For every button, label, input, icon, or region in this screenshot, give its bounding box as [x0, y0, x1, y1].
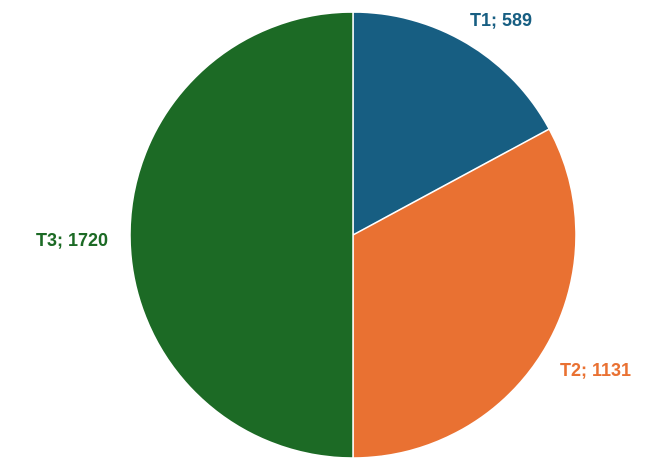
pie-slice-t2: [352, 128, 577, 459]
data-label-t2: T2; 1131: [560, 360, 631, 380]
pie-slice-t3: [129, 11, 354, 459]
data-label-t3: T3; 1720: [36, 230, 108, 250]
pie-labels: T1; 589 T2; 1131 T3; 1720: [36, 10, 631, 380]
data-label-t1: T1; 589: [470, 10, 532, 30]
pie-slice-t1: [352, 11, 551, 237]
pie-slices: [129, 11, 577, 459]
